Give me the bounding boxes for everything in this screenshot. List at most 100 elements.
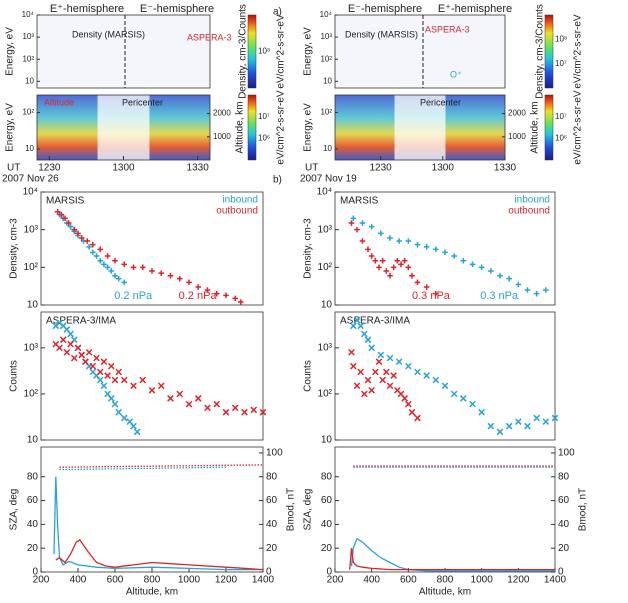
data-point — [350, 322, 357, 330]
x-tick-label: 1400 — [544, 575, 567, 586]
data-point — [238, 299, 244, 305]
data-point — [120, 376, 128, 384]
annotation: ASPERA-3 — [187, 32, 232, 42]
data-point — [139, 376, 147, 384]
data-point — [353, 316, 361, 324]
data-point — [107, 362, 115, 370]
data-point — [414, 241, 421, 248]
annotation: O⁺ — [450, 69, 462, 79]
y2-tick-label: 1000 — [213, 132, 231, 141]
y-tick-label: 10² — [320, 54, 332, 63]
data-point — [222, 408, 230, 416]
data-line — [350, 537, 555, 572]
data-point — [361, 330, 368, 338]
y-tick-label: 10² — [318, 389, 333, 400]
x-tick-label: 1300 — [432, 163, 455, 174]
x-tick-label: 1200 — [215, 575, 238, 586]
data-point — [353, 382, 361, 390]
data-point — [478, 408, 485, 416]
data-point — [442, 249, 448, 256]
data-point — [204, 287, 211, 293]
data-point — [372, 257, 379, 264]
panel-title: MARSIS — [46, 196, 85, 207]
data-point — [56, 344, 63, 352]
x-tick-label: 800 — [144, 575, 161, 586]
axis-label: Altitude, km — [530, 101, 541, 153]
spectrogram-background — [97, 95, 150, 160]
axis-label: Energy, eV — [303, 27, 314, 76]
data-point — [354, 226, 360, 233]
y-tick-label: 10 — [27, 435, 39, 446]
data-point — [223, 292, 229, 299]
data-point — [375, 358, 383, 366]
y-tick-label: 10² — [24, 262, 39, 273]
data-point — [185, 400, 193, 408]
y-tick-label: 10² — [24, 389, 39, 400]
data-point — [395, 358, 403, 366]
colorbar — [247, 14, 257, 89]
y2-tick-label: 60 — [558, 495, 570, 506]
y-tick-label: 10 — [25, 76, 34, 85]
axis-label: SZA, deg — [303, 489, 314, 531]
y2-tick-label: 100 — [558, 448, 575, 459]
data-point — [167, 272, 174, 279]
annotation: 0.2 nPa — [179, 290, 218, 302]
data-point — [405, 362, 412, 370]
data-point — [515, 281, 522, 288]
data-point — [533, 290, 540, 297]
data-point — [496, 428, 504, 436]
y-tick-label: 10³ — [320, 32, 332, 41]
axis-label: Density, cm-3/Counts — [238, 4, 249, 99]
data-point — [398, 261, 404, 268]
data-point — [542, 418, 550, 425]
axis-label: eV/cm^2-s-sr-eV — [276, 90, 287, 164]
colorbar-tick-label: 10⁷ — [555, 112, 567, 121]
data-point — [378, 230, 384, 237]
data-point — [195, 284, 202, 290]
data-point — [359, 238, 366, 244]
data-point — [405, 400, 412, 408]
data-point — [423, 372, 430, 379]
data-line — [55, 539, 264, 571]
data-point — [167, 395, 174, 402]
axis-label: SZA, deg — [9, 489, 20, 531]
data-point — [108, 268, 115, 274]
y-tick-label: 10³ — [24, 342, 39, 353]
frame — [334, 311, 556, 441]
legend-label: outbound — [216, 206, 258, 217]
annotation: Density (MARSIS) — [72, 29, 145, 39]
legend-label: inbound — [222, 195, 258, 206]
y-tick-label: 10 — [25, 144, 34, 153]
data-point — [379, 376, 386, 384]
data-point — [350, 362, 357, 370]
data-point — [487, 422, 495, 430]
data-point — [505, 422, 513, 430]
data-point — [115, 408, 123, 416]
data-point — [387, 272, 393, 279]
axis-label: Density, cm-3/Counts — [535, 4, 546, 99]
data-point — [148, 386, 156, 394]
data-point — [450, 390, 458, 398]
frame — [40, 311, 264, 441]
data-point — [63, 348, 71, 356]
data-point — [82, 358, 89, 366]
data-point — [97, 246, 103, 253]
ut-label: UT — [7, 163, 20, 174]
data-point — [524, 422, 531, 430]
x-tick-label: 1200 — [507, 575, 530, 586]
data-point — [372, 368, 379, 376]
y-tick-label: 10 — [321, 435, 333, 446]
panel-title: ASPERA-3/IMA — [46, 316, 116, 327]
data-point — [364, 376, 372, 384]
data-line — [59, 464, 264, 468]
data-point — [386, 354, 394, 362]
data-point — [100, 358, 108, 366]
data-point — [405, 238, 412, 244]
axis-label: Energy, eV — [303, 103, 314, 152]
data-point — [213, 290, 220, 297]
axis-label: Bmod, nT — [578, 488, 589, 531]
x-tick-label: 1330 — [494, 163, 517, 174]
y2-tick-label: 40 — [558, 519, 570, 530]
axis-label: Counts — [9, 360, 20, 392]
data-point — [104, 264, 111, 271]
